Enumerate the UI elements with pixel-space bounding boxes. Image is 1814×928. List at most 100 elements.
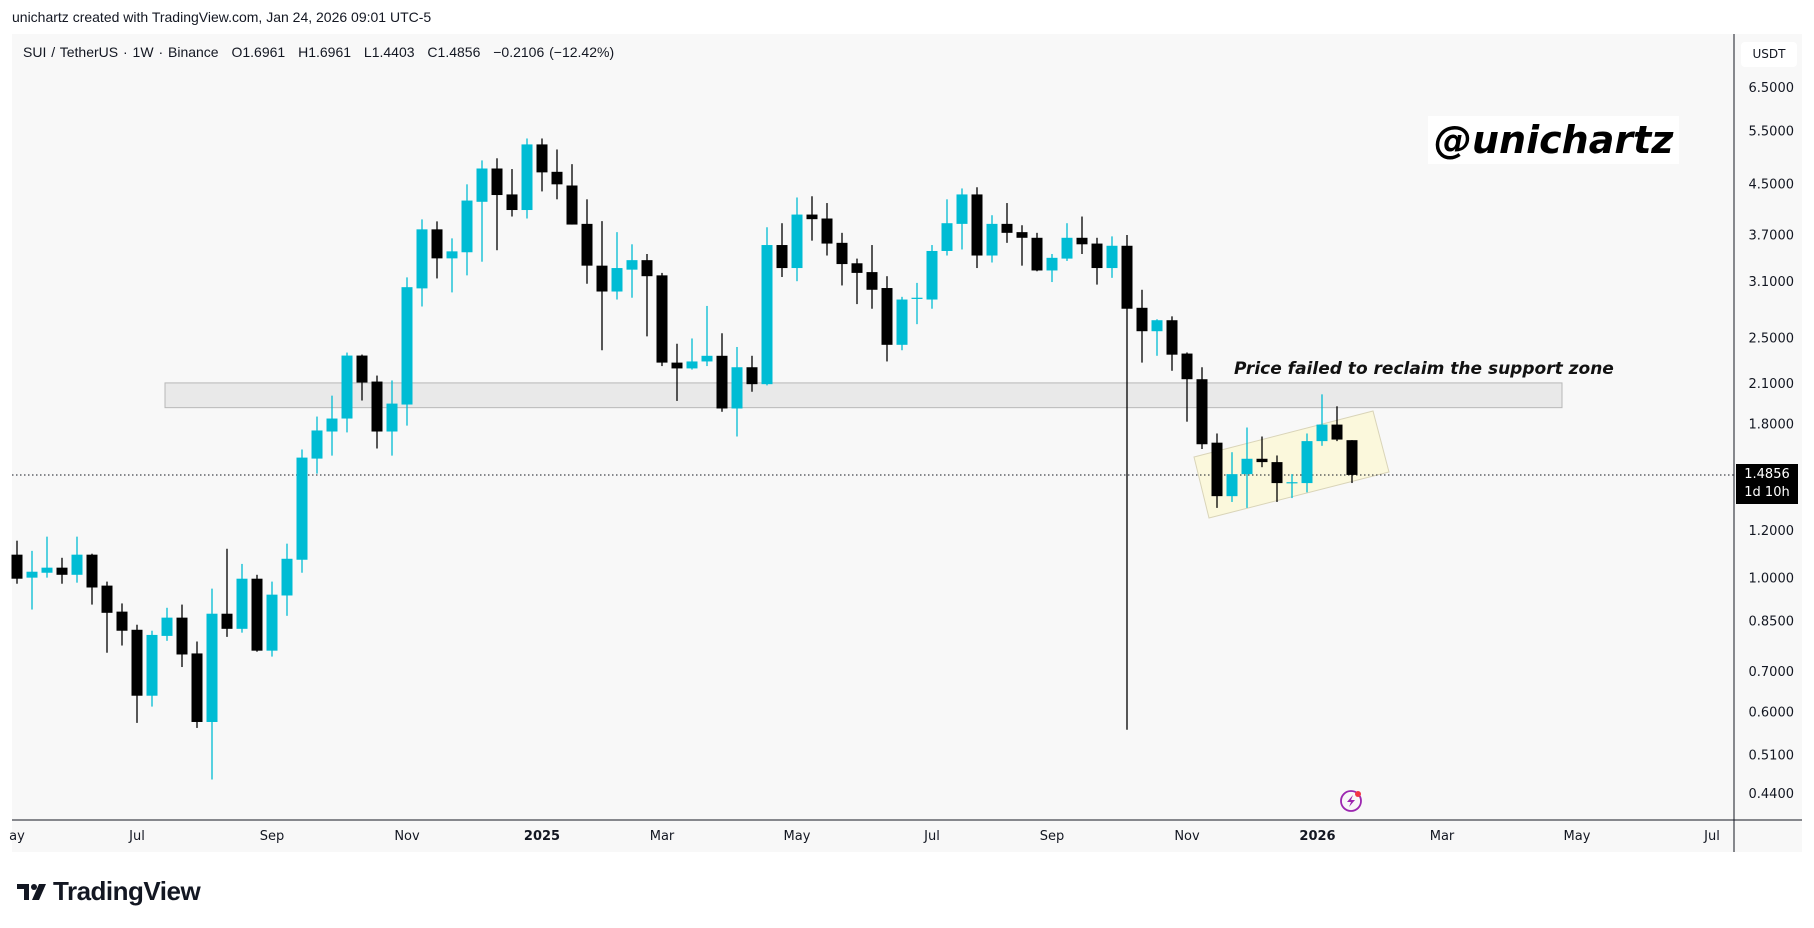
candle[interactable] (461, 184, 473, 276)
candle[interactable] (1121, 234, 1133, 730)
candle[interactable] (911, 282, 923, 325)
candle[interactable] (341, 352, 353, 433)
symbol-name[interactable]: SUI / TetherUS · 1W · Binance (23, 44, 219, 60)
candle[interactable] (641, 253, 653, 337)
support-zone[interactable] (164, 382, 1563, 409)
candle[interactable] (11, 540, 23, 584)
candle[interactable] (656, 272, 668, 367)
candle[interactable] (131, 624, 143, 723)
candle[interactable] (551, 149, 563, 200)
candle[interactable] (236, 563, 248, 633)
candle[interactable] (1301, 433, 1313, 493)
candle[interactable] (926, 245, 938, 309)
candle[interactable] (1316, 394, 1328, 446)
candle[interactable] (41, 536, 53, 578)
candle[interactable] (1256, 436, 1268, 468)
candle[interactable] (716, 333, 728, 412)
candle[interactable] (266, 581, 278, 657)
candle[interactable] (176, 604, 188, 668)
candle[interactable] (386, 380, 398, 456)
candle[interactable] (566, 164, 578, 225)
candle[interactable] (86, 553, 98, 605)
candle[interactable] (1031, 232, 1043, 272)
candle[interactable] (971, 187, 983, 269)
candle[interactable] (761, 227, 773, 386)
candle[interactable] (1106, 236, 1118, 278)
annotation-text[interactable]: Price failed to reclaim the support zone (1234, 359, 1614, 379)
candle[interactable] (221, 548, 233, 637)
tradingview-logo[interactable]: TradingView (17, 876, 201, 907)
candle[interactable] (26, 550, 38, 610)
candle[interactable] (581, 199, 593, 284)
candle[interactable] (1046, 253, 1058, 283)
candle[interactable] (446, 238, 458, 293)
candle[interactable] (1211, 433, 1223, 508)
candle[interactable] (1331, 406, 1343, 442)
candle[interactable] (1181, 352, 1193, 422)
candle[interactable] (1016, 225, 1028, 266)
candle[interactable] (791, 197, 803, 282)
lightning-icon[interactable] (1340, 790, 1362, 812)
candle[interactable] (1091, 237, 1103, 285)
candle[interactable] (401, 277, 413, 426)
candle[interactable] (686, 338, 698, 370)
candle[interactable] (1061, 223, 1073, 261)
candle[interactable] (626, 244, 638, 298)
candle[interactable] (191, 641, 203, 728)
candle[interactable] (371, 375, 383, 449)
candle[interactable] (356, 354, 368, 401)
candle[interactable] (326, 395, 338, 456)
candle[interactable] (611, 232, 623, 300)
chart-panel[interactable] (12, 34, 1802, 852)
candle[interactable] (206, 588, 218, 780)
candle[interactable] (1196, 367, 1208, 449)
candle[interactable] (671, 343, 683, 401)
candle[interactable] (1001, 203, 1013, 243)
candle[interactable] (836, 232, 848, 286)
candle[interactable] (881, 276, 893, 362)
candle[interactable] (251, 574, 263, 652)
candle[interactable] (161, 607, 173, 641)
candle[interactable] (821, 203, 833, 256)
candle[interactable] (941, 199, 953, 256)
candle[interactable] (56, 557, 68, 584)
candle[interactable] (896, 296, 908, 351)
candle[interactable] (596, 221, 608, 351)
candle[interactable] (116, 603, 128, 646)
candle[interactable] (101, 581, 113, 653)
candle[interactable] (311, 416, 323, 474)
candle[interactable] (1286, 474, 1298, 499)
candle[interactable] (1136, 289, 1148, 363)
candle[interactable] (416, 219, 428, 307)
candle[interactable] (536, 138, 548, 192)
candle[interactable] (506, 169, 518, 217)
candle[interactable] (521, 138, 533, 219)
price-axis[interactable]: 6.5000 5.5000 4.5000 3.7000 3.1000 2.5000 2.10… (1749, 81, 1795, 802)
consolidation-channel[interactable] (1193, 410, 1390, 519)
candle[interactable] (776, 223, 788, 278)
candle[interactable] (806, 196, 818, 241)
candle[interactable] (1271, 455, 1283, 502)
candle[interactable] (1151, 319, 1163, 356)
candle[interactable] (731, 346, 743, 437)
candle[interactable] (1076, 216, 1088, 254)
candle[interactable] (701, 305, 713, 367)
candle[interactable] (1241, 427, 1253, 508)
candle[interactable] (746, 355, 758, 392)
currency-button[interactable]: USDT (1741, 42, 1797, 67)
candle[interactable] (296, 449, 308, 573)
time-axis[interactable]: ay Jul Sep Nov 2025 Mar May Jul Sep Nov 2026 Mar May… (9, 829, 1720, 844)
candle[interactable] (866, 245, 878, 309)
candle[interactable] (146, 630, 158, 707)
candle[interactable] (71, 536, 83, 583)
candle[interactable] (1226, 452, 1238, 502)
candle[interactable] (431, 221, 443, 279)
candle[interactable] (476, 160, 488, 262)
candle[interactable] (986, 215, 998, 263)
candle[interactable] (281, 543, 293, 616)
candle[interactable] (1346, 440, 1358, 484)
candle[interactable] (956, 188, 968, 250)
candle[interactable] (851, 258, 863, 305)
candle[interactable] (491, 158, 503, 251)
